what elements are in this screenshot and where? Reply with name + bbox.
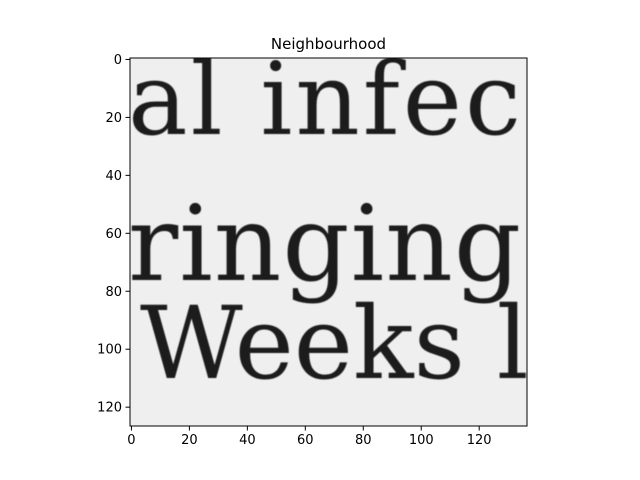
x-tick-label: 80 [355,433,372,448]
y-axis: 0 20 40 60 80 100 120 [97,53,130,416]
y-tick-label: 100 [97,343,122,358]
x-tick-label: 120 [467,433,492,448]
x-tick-label: 60 [297,433,314,448]
image-text-line-3: Weeks l [140,285,529,402]
image-text-line-2: ringing [128,183,522,305]
image-text-line-1: al infec [128,41,524,158]
y-tick-label: 80 [105,285,122,300]
y-tick-label: 60 [105,227,122,242]
y-tick-label: 0 [114,53,122,68]
image-panel: al infec ringing Weeks l [128,41,529,426]
chart-title: Neighbourhood [271,35,386,53]
axes-frame [129,57,528,427]
x-tick-label: 40 [239,433,256,448]
paper-background [130,58,527,426]
x-tick-label: 20 [181,433,198,448]
y-tick-label: 40 [105,169,122,184]
x-tick-label: 0 [127,433,135,448]
x-tick-label: 100 [409,433,434,448]
x-axis: 0 20 40 60 80 100 120 [127,426,492,448]
y-tick-label: 20 [105,111,122,126]
y-tick-label: 120 [97,401,122,416]
